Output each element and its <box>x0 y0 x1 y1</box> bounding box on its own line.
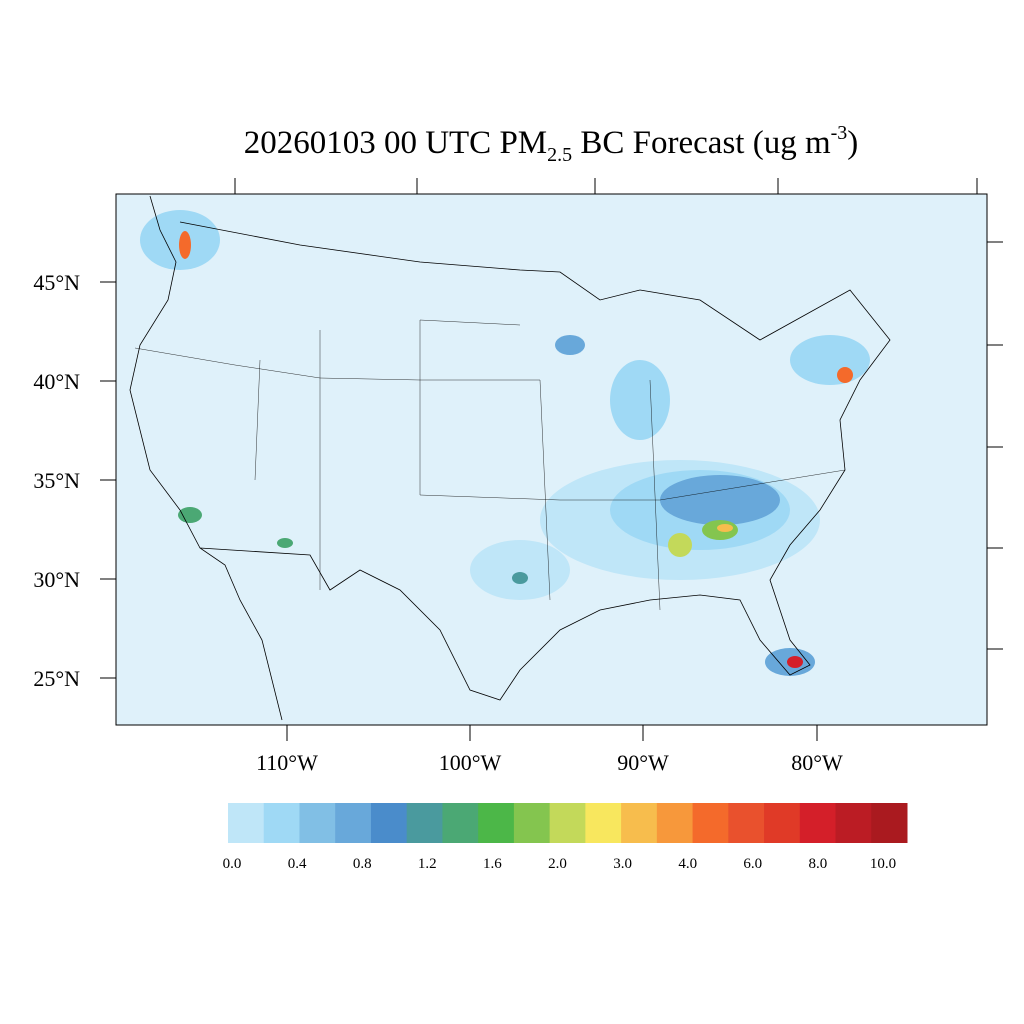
colorbar-box <box>442 803 479 843</box>
colorbar-label: 0.8 <box>353 856 372 872</box>
title-text: 20260103 00 UTC PM <box>243 125 548 161</box>
concentration-patch <box>790 335 870 385</box>
colorbar-label: 4.0 <box>678 856 697 872</box>
title-superscript: -3 <box>830 122 848 144</box>
coastlines-and-borders <box>129 195 891 721</box>
colorbar-box <box>370 803 408 843</box>
lat-label: 45°N <box>33 270 80 295</box>
colorbar <box>228 803 908 843</box>
lat-label: 40°N <box>33 369 80 394</box>
colorbar-label: 2.0 <box>548 856 567 872</box>
concentration-patch <box>277 538 293 548</box>
map-panel: 45°N 40°N 35°N 30°N 25°N 110°W 100°W 90°… <box>33 178 1003 775</box>
map-background <box>116 194 987 725</box>
colorbar-label: 0.0 <box>223 856 242 872</box>
colorbar-box <box>621 803 658 843</box>
colorbar-label: 0.4 <box>288 856 307 872</box>
colorbar-box <box>764 803 801 843</box>
great-lakes-east <box>199 289 891 701</box>
colorbar-box <box>228 803 265 843</box>
colorbar-box <box>549 803 586 843</box>
concentration-patch <box>660 475 780 525</box>
concentration-field <box>140 210 870 676</box>
lat-label: 30°N <box>33 567 80 592</box>
latitude-labels: 45°N 40°N 35°N 30°N 25°N <box>33 270 80 691</box>
concentration-patch <box>512 572 528 584</box>
colorbar-label: 1.6 <box>483 856 502 872</box>
concentration-patch <box>837 367 853 383</box>
colorbar-label: 8.0 <box>809 856 828 872</box>
concentration-patch <box>470 540 570 600</box>
concentration-patch <box>610 360 670 440</box>
colorbar-label: 10.0 <box>870 856 896 872</box>
lat-label: 25°N <box>33 666 80 691</box>
colorbar-box <box>692 803 729 843</box>
colorbar-label: 6.0 <box>743 856 762 872</box>
colorbar-box <box>656 803 694 843</box>
title-subscript: 2.5 <box>547 144 573 166</box>
colorbar-box <box>835 803 872 843</box>
west-coast <box>129 195 283 721</box>
concentration-patch <box>179 231 191 259</box>
title-text-middle: BC Forecast (ug m <box>572 125 831 161</box>
concentration-patch <box>668 533 692 557</box>
colorbar-box <box>871 803 908 843</box>
colorbar-box <box>585 803 622 843</box>
colorbar-box <box>513 803 551 843</box>
concentration-patch <box>555 335 585 355</box>
canada-border <box>179 221 641 301</box>
colorbar-box <box>799 803 837 843</box>
colorbar-labels: 0.0 0.4 0.8 1.2 1.6 2.0 3.0 4.0 6.0 8.0 10.0 <box>223 856 897 872</box>
longitude-labels: 110°W 100°W 90°W 80°W <box>256 750 843 775</box>
map-ticks <box>100 178 1003 741</box>
colorbar-label: 1.2 <box>418 856 437 872</box>
colorbar-label: 3.0 <box>613 856 632 872</box>
title-suffix: ) <box>847 125 859 161</box>
concentration-patch <box>178 507 202 523</box>
plot-title: 20260103 00 UTC PM2.5 BC Forecast (ug m-… <box>0 122 1024 167</box>
concentration-patch <box>787 656 803 668</box>
lat-label: 35°N <box>33 468 80 493</box>
concentration-patch <box>717 524 733 532</box>
state-lines <box>134 319 846 611</box>
colorbar-box <box>299 803 336 843</box>
colorbar-box <box>335 803 372 843</box>
lon-label: 90°W <box>617 750 669 775</box>
map-frame <box>115 193 988 726</box>
lon-label: 80°W <box>791 750 843 775</box>
colorbar-box <box>406 803 443 843</box>
colorbar-box <box>478 803 515 843</box>
lon-label: 100°W <box>439 750 502 775</box>
colorbar-box <box>728 803 765 843</box>
lon-label: 110°W <box>256 750 318 775</box>
colorbar-box <box>263 803 300 843</box>
